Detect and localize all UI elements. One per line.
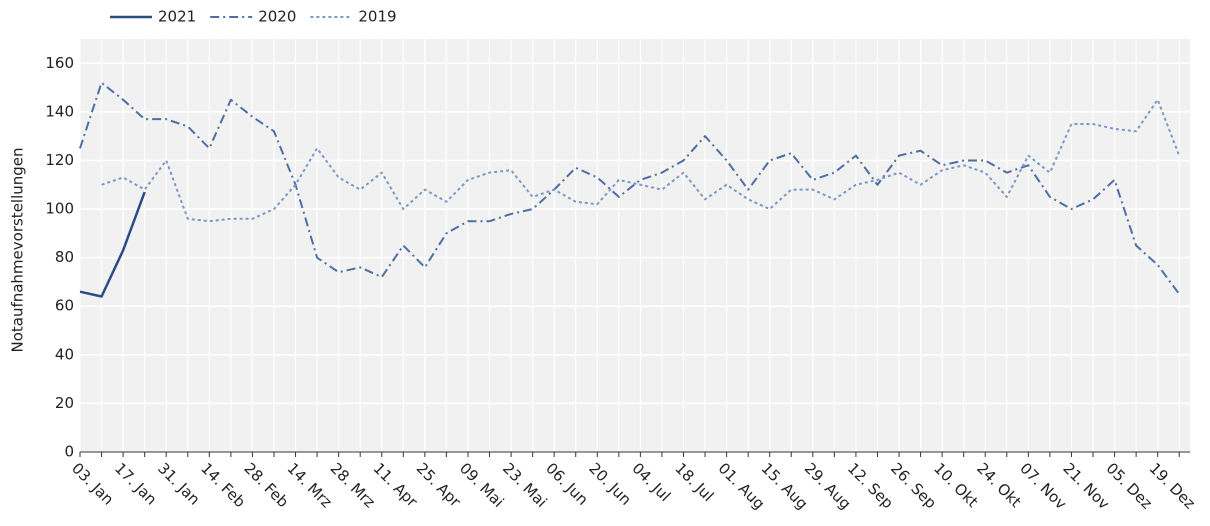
x-tick-label: 23. Mai <box>499 459 551 511</box>
x-tick-label: 17. Jan <box>111 459 160 508</box>
legend-label: 2020 <box>258 8 296 26</box>
x-tick-label: 09. Mai <box>456 459 508 511</box>
x-tick-label: 31. Jan <box>154 459 203 508</box>
plot-area <box>80 39 1190 452</box>
series-line <box>79 81 1181 295</box>
x-tick-label: 21. Nov <box>1059 459 1113 513</box>
y-tick-label: 140 <box>45 102 74 120</box>
y-tick-label: 40 <box>55 345 74 363</box>
y-tick-label: 100 <box>45 200 74 218</box>
series-line <box>79 191 146 298</box>
y-tick-label: 120 <box>45 151 74 169</box>
x-tick-label: 03. Jan <box>68 459 117 508</box>
x-tick-label: 06. Jun <box>542 459 592 509</box>
x-tick-label: 29. Aug <box>801 459 855 513</box>
x-tick-label: 28. Mrz <box>327 459 379 511</box>
x-tick-label: 26. Sep <box>887 459 940 512</box>
x-tick-label: 25. Apr <box>413 459 465 511</box>
x-tick-label: 15. Aug <box>758 459 812 513</box>
y-tick-label: 80 <box>55 248 74 266</box>
x-tick-label: 04. Jul <box>628 459 674 505</box>
x-tick-label: 11. Apr <box>370 459 422 511</box>
x-tick-label: 12. Sep <box>844 459 897 512</box>
y-tick-label: 20 <box>55 394 74 412</box>
y-tick-label: 0 <box>64 443 74 461</box>
y-axis-label: Notaufnahmevorstellungen <box>9 147 27 352</box>
x-tick-label: 28. Feb <box>240 459 292 511</box>
x-tick-label: 10. Okt <box>930 459 982 511</box>
y-tick-label: 160 <box>45 54 74 72</box>
x-tick-label: 19. Dez <box>1146 459 1199 512</box>
x-tick-label: 07. Nov <box>1016 459 1070 513</box>
x-tick-label: 14. Mrz <box>284 459 336 511</box>
y-tick-label: 60 <box>55 297 74 315</box>
x-tick-label: 20. Jun <box>585 459 635 509</box>
x-tick-label: 05. Dez <box>1103 459 1156 512</box>
legend-label: 2019 <box>358 8 396 26</box>
x-tick-label: 01. Aug <box>715 459 769 513</box>
x-tick-label: 24. Okt <box>973 459 1025 511</box>
series-line <box>101 98 1181 223</box>
x-tick-label: 18. Jul <box>671 459 717 505</box>
legend-label: 2021 <box>158 8 196 26</box>
x-tick-label: 14. Feb <box>197 459 249 511</box>
